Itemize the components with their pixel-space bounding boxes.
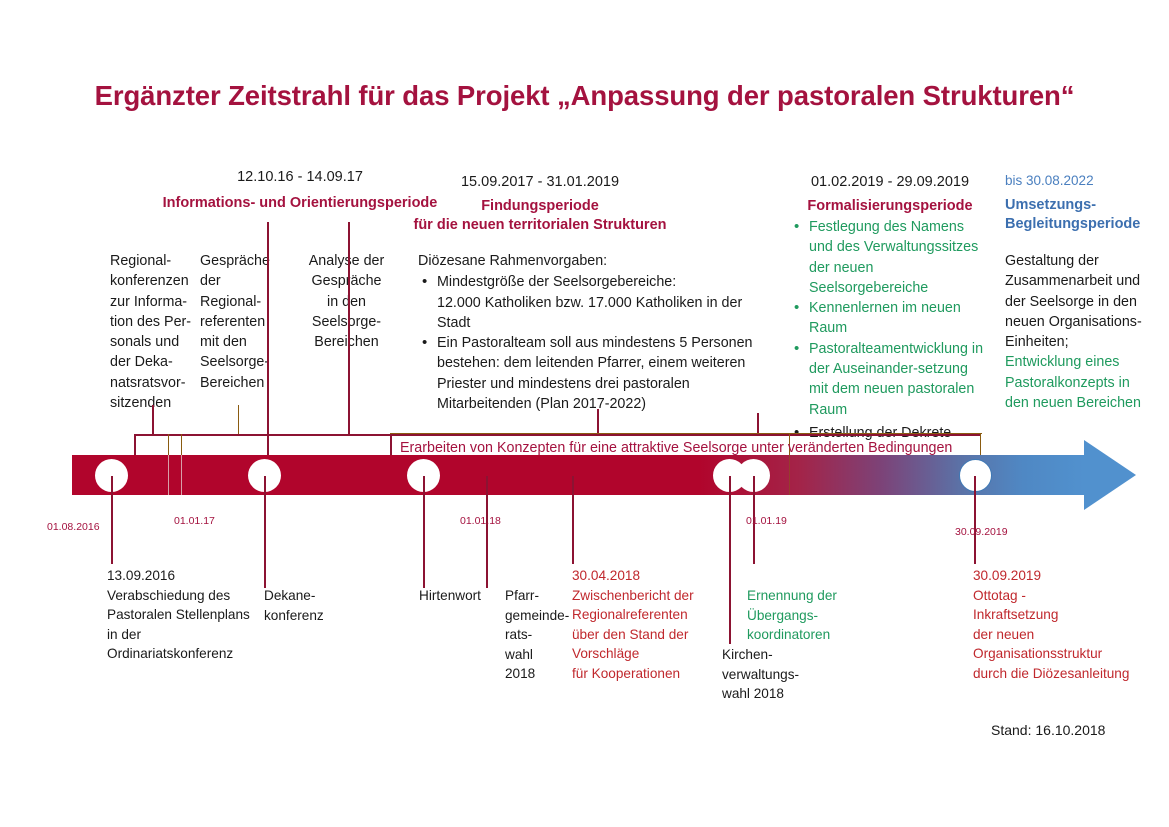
findungs-bullet-list: Mindestgröße der Seelsorgebereiche: 12.0… (418, 271, 778, 414)
top-column-gespraeche-regionalreferenten: Gespräche der Regional- referenten mit d… (200, 253, 270, 391)
phase-title-informations: Informations- und Orientierungsperiode (162, 195, 438, 211)
connector-line-findungs-right (597, 409, 599, 435)
bracket-horizontal-brown (390, 433, 982, 435)
event-verabschiedung: 13.09.2016 Verabschiedung des Pastoralen… (107, 568, 250, 662)
phase-date-informations: 12.10.16 - 14.09.17 (237, 169, 363, 185)
marker-line-5 (572, 476, 574, 564)
page-title: Ergänzter Zeitstrahl für das Projekt „An… (94, 80, 1075, 111)
event-dekanekonferenz: Dekane- konferenz (264, 588, 324, 623)
formalisierungs-bullet-2: Kennenlernen im neuen Raum (790, 297, 986, 339)
formalisierungs-bullet-3: Pastoralteamentwicklung in der Auseinand… (790, 338, 986, 420)
marker-line-3 (423, 476, 425, 588)
banner-label: Erarbeiten von Konzepten für eine attrak… (400, 440, 953, 456)
bar-tick-2 (181, 455, 182, 495)
stand-label: Stand: 16.10.2018 (991, 722, 1106, 738)
top-column-regionalkonferenzen: Regional- konferenzen zur Informa- tion … (110, 253, 192, 412)
timeline-bar (72, 455, 1084, 495)
axis-date-2019-01-01: 01.01.19 (746, 515, 787, 527)
phase-date-findungs: 15.09.2017 - 31.01.2019 (460, 174, 620, 190)
connector-line-analyse (267, 222, 269, 435)
phase-title-formalisierungs: Formalisierungsperiode (807, 198, 973, 214)
findungs-bullet-2: Ein Pastoralteam soll aus mindestens 5 P… (418, 332, 778, 414)
connector-line-col1 (152, 405, 154, 435)
event-ottotag: 30.09.2019 Ottotag - Inkraftsetzung der … (973, 568, 1130, 681)
event-pfarrgemeinderatswahl: Pfarr- gemeinde- rats- wahl 2018 (505, 588, 570, 682)
axis-separator-1 (111, 500, 113, 536)
event-kirchenverwaltungswahl: Kirchen- verwaltungs- wahl 2018 (722, 647, 800, 702)
phase-title-findungs-line2: für die neuen territorialen Strukturen (413, 217, 667, 233)
findungs-intro: Diözesane Rahmenvorgaben: (418, 253, 608, 269)
event-ernennung-uebergangskoordinatoren: Ernennung der Übergangs- koordinatoren (747, 588, 837, 643)
top-column-analyse-gespraeche: Analyse der Gespräche in den Seelsorge- … (308, 253, 385, 351)
formalisierungs-bullet-list: Festlegung des Namens und des Verwaltung… (790, 216, 986, 444)
marker-line-2 (264, 476, 266, 588)
marker-line-8 (974, 476, 976, 564)
axis-date-2017-01-01: 01.01.17 (174, 515, 215, 527)
timeline-arrow-icon (1084, 440, 1136, 510)
formalisierungs-body: Festlegung des Namens und des Verwaltung… (790, 216, 986, 444)
bracket-leg-right (980, 433, 982, 456)
bar-tick-1 (168, 455, 169, 495)
marker-line-6 (729, 476, 731, 644)
axis-date-2016-08-01: 01.08.2016 (47, 521, 100, 533)
umsetzungs-body: Gestaltung der Zusammenarbeit und der Se… (1005, 251, 1145, 413)
umsetzungs-body-green: Entwicklung eines Pastoralkonzepts in de… (1005, 354, 1141, 412)
marker-line-4 (486, 476, 488, 588)
bracket-leg-mid (267, 434, 269, 456)
findungs-body: Diözesane Rahmenvorgaben: Mindestgröße d… (418, 251, 778, 414)
bar-tick-3 (789, 455, 790, 495)
bracket-horizontal-red (134, 434, 980, 436)
findungs-bullet-1: Mindestgröße der Seelsorgebereiche: 12.0… (418, 271, 778, 333)
phase-title-findungs-line1: Findungsperiode (481, 198, 599, 214)
formalisierungs-bullet-1: Festlegung des Namens und des Verwaltung… (790, 216, 986, 298)
phase-title-umsetzungs-line1: Umsetzungs- (1005, 197, 1097, 213)
event-zwischenbericht: 30.04.2018 Zwischenbericht der Regionalr… (572, 568, 694, 681)
event-hirtenwort: Hirtenwort (419, 588, 481, 603)
axis-date-2019-09-30: 30.09.2019 (955, 526, 1008, 538)
connector-line-formalisierungs (757, 413, 759, 435)
marker-line-7 (753, 476, 755, 564)
bracket-leg-left (134, 434, 136, 456)
axis-date-2018-01-01: 01.01.18 (460, 515, 501, 527)
bracket-leg-banner-mid (789, 433, 791, 456)
phase-date-umsetzungs: bis 30.08.2022 (1005, 173, 1094, 188)
connector-line-findungs (348, 222, 350, 435)
bracket-leg-b1 (168, 434, 170, 456)
connector-line-col2 (238, 405, 240, 435)
phase-title-umsetzungs-line2: Begleitungsperiode (1005, 216, 1141, 232)
umsetzungs-body-black: Gestaltung der Zusammenarbeit und der Se… (1005, 253, 1142, 351)
phase-date-formalisierungs: 01.02.2019 - 29.09.2019 (810, 174, 970, 190)
bracket-leg-b2 (181, 434, 183, 456)
bracket-leg-banner-left (390, 434, 392, 456)
formalisierungs-bullet-4: Erstellung der Dekrete (790, 422, 986, 444)
